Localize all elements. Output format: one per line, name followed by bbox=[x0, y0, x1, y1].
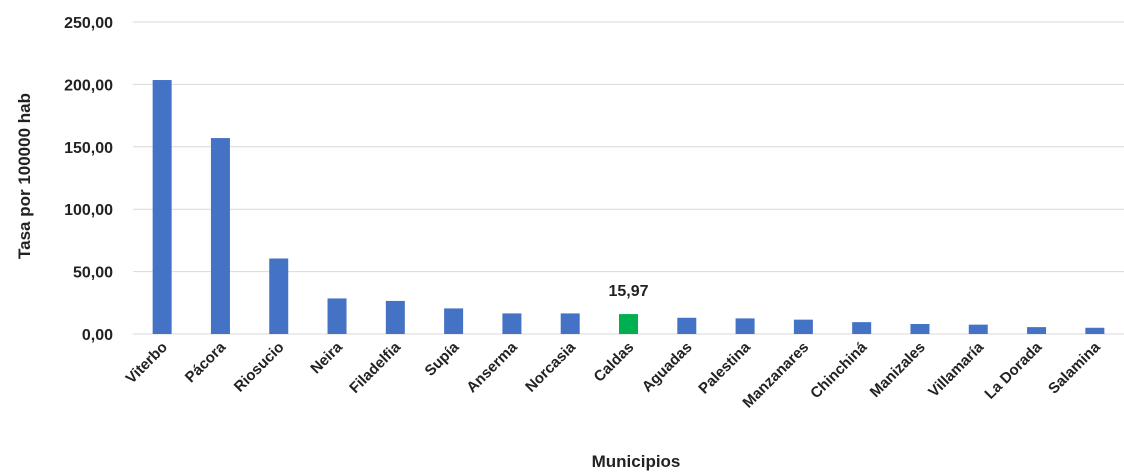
x-tick-label: La Dorada bbox=[981, 338, 1045, 402]
x-tick-label: Chinchiná bbox=[807, 338, 871, 402]
data-label-caldas: 15,97 bbox=[608, 283, 648, 300]
x-axis-ticks: Viterbo Pácora Riosucio Neira Filadelfia Supí… bbox=[123, 338, 1105, 411]
bar-filadelfia bbox=[385, 300, 405, 334]
x-tick-label: Manizales bbox=[867, 339, 929, 401]
x-tick-label: Neira bbox=[307, 338, 346, 377]
y-tick-label: 100,00 bbox=[64, 202, 113, 219]
bar-manzanares bbox=[793, 319, 813, 334]
bar-villamaría bbox=[968, 324, 988, 334]
gridlines bbox=[133, 21, 1124, 335]
bar-aguadas bbox=[677, 317, 697, 334]
bar-supía bbox=[444, 308, 464, 334]
bar-riosucio bbox=[269, 258, 289, 334]
y-axis-ticks: 0,00 50,00 100,00 150,00 200,00 250,00 bbox=[64, 15, 113, 344]
bar-viterbo bbox=[152, 80, 172, 334]
y-axis-title: Tasa por 100000 hab bbox=[15, 93, 34, 259]
bar-anserma bbox=[502, 313, 522, 334]
x-tick-label: Norcasia bbox=[522, 338, 579, 395]
bar-la-dorada bbox=[1027, 327, 1047, 334]
data-labels: 15,97 bbox=[608, 283, 648, 300]
y-tick-label: 0,00 bbox=[82, 327, 113, 344]
y-tick-label: 200,00 bbox=[64, 77, 113, 94]
x-tick-label: Supía bbox=[422, 338, 463, 379]
x-axis-title: Municipios bbox=[592, 452, 681, 471]
x-tick-label: Riosucio bbox=[231, 339, 288, 396]
y-tick-label: 50,00 bbox=[73, 265, 113, 282]
y-tick-label: 250,00 bbox=[64, 15, 113, 32]
bars bbox=[152, 80, 1105, 334]
y-tick-label: 150,00 bbox=[64, 140, 113, 157]
x-tick-label: Villamaría bbox=[925, 338, 987, 400]
bar-salamina bbox=[1085, 327, 1105, 334]
x-tick-label: Pácora bbox=[182, 338, 230, 386]
x-tick-label: Salamina bbox=[1045, 338, 1104, 397]
bar-palestina bbox=[735, 318, 755, 334]
bar-neira bbox=[327, 298, 347, 334]
x-tick-label: Filadelfia bbox=[346, 338, 404, 396]
x-tick-label: Caldas bbox=[591, 339, 638, 386]
bar-caldas bbox=[619, 314, 638, 334]
bar-chinchiná bbox=[852, 322, 872, 334]
x-tick-label: Viterbo bbox=[123, 339, 171, 387]
x-tick-label: Aguadas bbox=[639, 339, 696, 396]
x-tick-label: Anserma bbox=[463, 338, 521, 396]
x-tick-label: Palestina bbox=[695, 338, 754, 397]
bar-norcasia bbox=[560, 313, 580, 334]
bar-pácora bbox=[210, 138, 230, 334]
bar-manizales bbox=[910, 324, 930, 334]
